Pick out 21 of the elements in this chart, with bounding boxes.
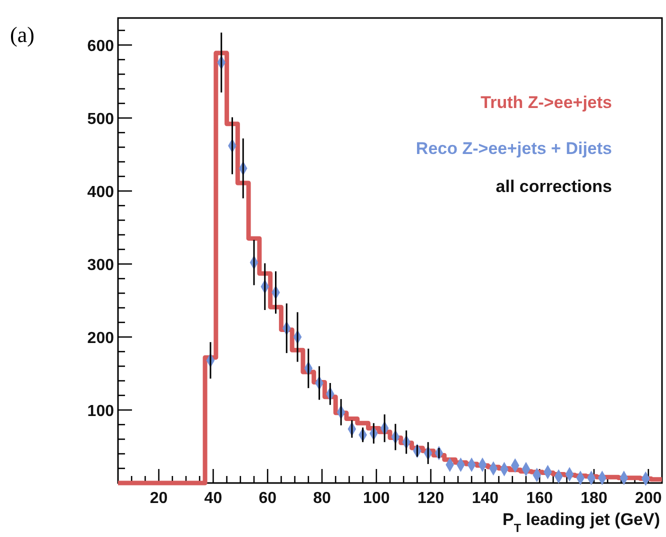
x-tick-label: 120 [417,490,444,507]
text: Truth Z->ee+jets [480,93,612,112]
x-tick-label: 40 [204,490,222,507]
x-tick-label: 180 [580,490,608,507]
y-tick-label: 400 [87,184,114,202]
x-tick-label: 100 [363,490,390,507]
annotation: all corrections [496,177,612,196]
y-tick-label: 600 [87,38,114,56]
chart-title: (a) [10,22,34,47]
x-axis-title: P$_{T}$ leading jet (GeV) [502,510,660,535]
y-tick-label: 300 [87,257,114,274]
x-tick-label: 200 [635,490,662,507]
x-tick-label: 60 [258,490,277,507]
x-tick-label: 160 [526,490,554,507]
x-tick-label: 80 [313,490,331,507]
text: Reco Z->ee+jets + Dijets [416,139,612,158]
y-tick-label: 100 [87,403,114,420]
y-tick-label: 500 [87,111,114,128]
y-tick-label: 200 [87,330,114,348]
x-tick-label: 20 [150,490,168,507]
x-tick-label: 140 [472,490,499,507]
